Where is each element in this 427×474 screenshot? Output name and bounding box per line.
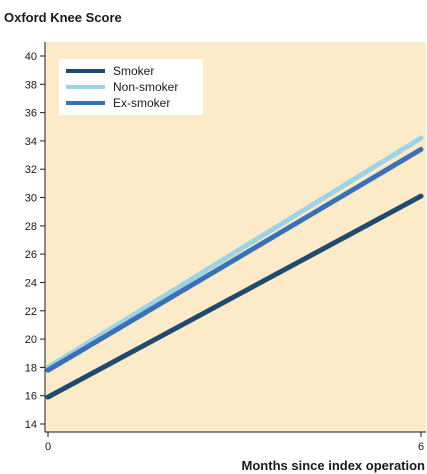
series-layer	[45, 135, 424, 400]
legend: Smoker Non-smoker Ex-smoker	[59, 59, 203, 115]
y-axis-title: Oxford Knee Score	[4, 10, 122, 25]
y-tick-label: 34	[25, 136, 37, 148]
y-tick-label: 32	[25, 164, 37, 176]
y-tick-label: 28	[25, 221, 37, 233]
legend-label-ex-smoker: Ex-smoker	[113, 96, 170, 110]
series-line-ex-smoker	[45, 146, 424, 373]
y-tick-label: 16	[25, 391, 37, 403]
y-tick-label: 30	[25, 193, 37, 205]
y-tick-label: 14	[25, 419, 37, 431]
y-tick-label: 38	[25, 79, 37, 91]
axis-layer: 14 16 18 20 22 24 26 28 30 32 34 36 38 40 0 6	[25, 42, 426, 453]
y-tick-label: 24	[25, 277, 37, 289]
series-line-non-smoker	[45, 135, 424, 370]
y-tick-label: 36	[25, 108, 37, 120]
y-tick-label: 40	[25, 51, 37, 63]
x-tick-label: 0	[45, 441, 51, 453]
legend-label-smoker: Smoker	[113, 64, 154, 78]
legend-label-non-smoker: Non-smoker	[113, 80, 178, 94]
y-tick-label: 20	[25, 334, 37, 346]
y-tick-label: 18	[25, 362, 37, 374]
y-tick-label: 22	[25, 306, 37, 318]
x-tick-label: 6	[418, 441, 424, 453]
x-axis-title: Months since index operation	[242, 458, 426, 473]
series-line-smoker	[45, 193, 424, 400]
y-tick-label: 26	[25, 249, 37, 261]
